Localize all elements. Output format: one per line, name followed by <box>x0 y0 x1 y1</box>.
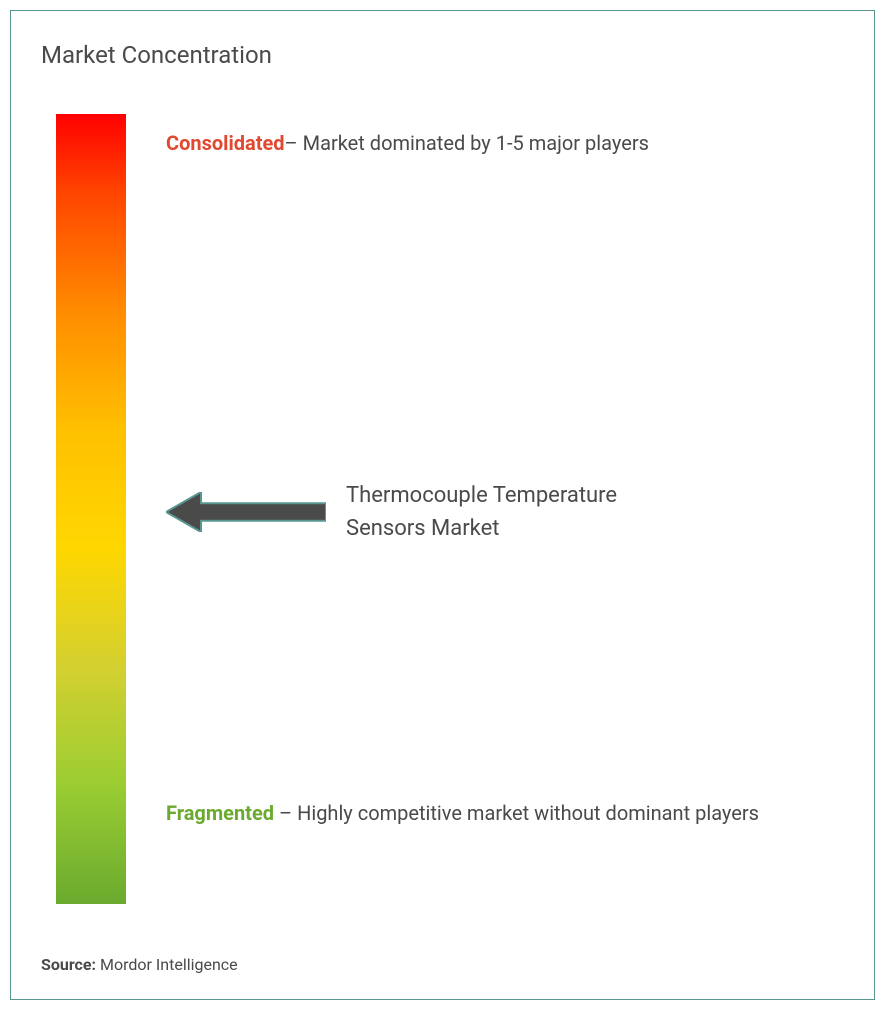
market-name-label: Thermocouple Temperature Sensors Market <box>346 479 696 545</box>
consolidated-description: – Market dominated by 1-5 major players <box>285 131 649 155</box>
market-pointer-section: Thermocouple Temperature Sensors Market <box>166 479 824 545</box>
consolidated-section: Consolidated– Market dominated by 1-5 ma… <box>166 119 824 167</box>
fragmented-description: – Highly competitive market without domi… <box>274 801 759 825</box>
infographic-container: Market Concentration Consolidated– Marke… <box>10 10 875 1000</box>
chart-title: Market Concentration <box>41 41 844 69</box>
consolidated-label: Consolidated <box>166 131 285 155</box>
arrow-left-icon <box>166 492 326 532</box>
text-column: Consolidated– Market dominated by 1-5 ma… <box>126 109 844 899</box>
source-attribution: Source: Mordor Intelligence <box>41 955 238 974</box>
content-area: Consolidated– Market dominated by 1-5 ma… <box>41 109 844 904</box>
source-prefix: Source: <box>41 955 100 974</box>
fragmented-section: Fragmented – Highly competitive market w… <box>166 789 824 837</box>
fragmented-label: Fragmented <box>166 801 274 825</box>
concentration-gradient-bar <box>56 114 126 904</box>
source-name: Mordor Intelligence <box>100 955 238 974</box>
